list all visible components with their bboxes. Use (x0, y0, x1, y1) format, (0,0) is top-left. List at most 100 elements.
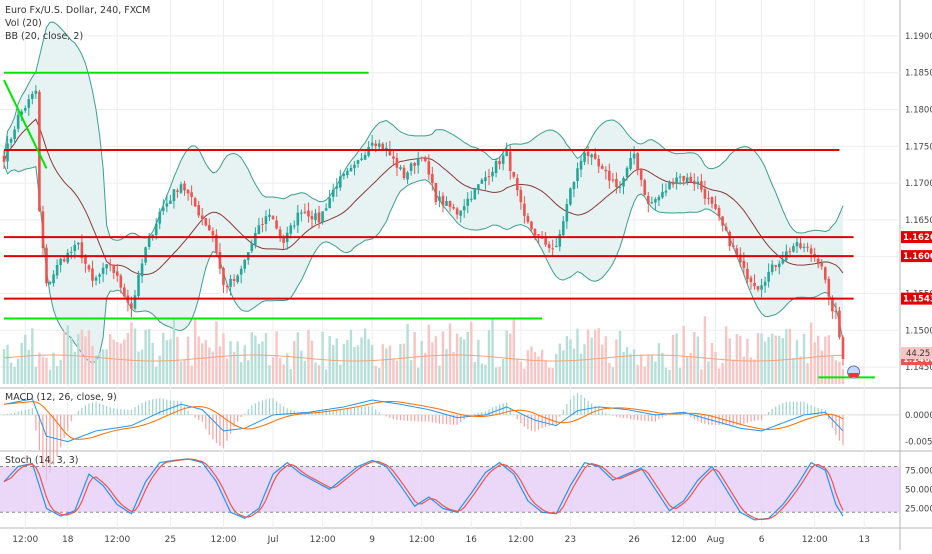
volume-bar (80, 329, 84, 384)
volume-bar (424, 352, 427, 384)
macd-histogram (785, 402, 787, 415)
macd-histogram (821, 409, 823, 415)
macd-histogram (534, 414, 536, 432)
macd-histogram (612, 414, 614, 416)
candle-body (335, 186, 339, 189)
macd-histogram (371, 406, 373, 415)
candle-body (714, 204, 717, 209)
candle-body (427, 161, 431, 175)
candle-body (48, 281, 52, 284)
macd-panel (0, 392, 900, 481)
candle-body (314, 213, 317, 221)
stoch-tick-label: 50.0000 (905, 485, 932, 495)
volume-bar (317, 365, 321, 384)
candle-body (760, 285, 763, 290)
candle-body (466, 198, 470, 206)
macd-histogram (743, 414, 745, 424)
time-tick-label: 12:00 (211, 535, 237, 545)
volume-bar (388, 345, 392, 384)
volume-bar (268, 365, 271, 384)
volume-bar (374, 365, 377, 384)
candle-body (208, 225, 211, 231)
volume-bar (101, 349, 105, 384)
candle-body (215, 234, 218, 254)
macd-histogram (552, 414, 554, 426)
candle-body (569, 188, 572, 205)
candle-body (583, 152, 586, 162)
volume-bar (824, 336, 827, 384)
time-tick-label: 25 (165, 535, 176, 545)
volume-bar (190, 365, 193, 384)
candle-body (105, 264, 108, 269)
candle-body (469, 198, 473, 200)
volume-bar (477, 339, 480, 384)
macd-histogram (523, 414, 525, 427)
horizontal-levels (3, 71, 875, 379)
candle-body (590, 154, 593, 158)
macd-histogram (608, 414, 610, 415)
candle-body (491, 171, 494, 177)
macd-histogram (375, 409, 377, 415)
volume-bar (788, 328, 792, 384)
candle-body (487, 176, 491, 178)
candle-body (101, 267, 105, 274)
macd-histogram (258, 401, 260, 415)
volume-bar (165, 340, 169, 384)
candle-body (494, 160, 498, 174)
trend-arrow (3, 79, 48, 169)
candles (2, 85, 845, 366)
candle-body (597, 158, 601, 167)
volume-bar (20, 342, 23, 384)
candle-body (172, 189, 176, 202)
macd-histogram (782, 403, 784, 415)
macd-histogram (548, 414, 550, 426)
macd-histogram (357, 407, 359, 415)
volume-bar (250, 332, 253, 384)
volume-bar (282, 364, 285, 384)
candle-body (108, 264, 112, 266)
volume-bar (576, 328, 579, 384)
macd-histogram (173, 400, 175, 415)
volume-bar (162, 332, 165, 384)
candle-body (303, 211, 307, 213)
volume-bar (41, 356, 45, 384)
volume-bar (473, 362, 477, 384)
candle-body (763, 281, 767, 286)
time-tick-label: 16 (466, 535, 478, 545)
candle-body (682, 175, 685, 181)
candle-body (781, 259, 785, 264)
candle-body (257, 225, 261, 235)
candle-body (165, 203, 169, 207)
candle-body (197, 205, 200, 216)
volume-bar (378, 368, 381, 384)
time-tick-label: Aug (707, 535, 725, 545)
candle-body (41, 211, 45, 249)
volume-bar (636, 364, 639, 384)
candle-body (788, 251, 792, 253)
macd-histogram (587, 400, 589, 415)
macd-histogram (346, 408, 348, 415)
bb-lower (3, 164, 844, 364)
stoch-tick-label: 75.0000 (905, 466, 932, 476)
macd-histogram (750, 414, 752, 422)
candle-body (388, 149, 392, 156)
volume-bar (186, 336, 190, 384)
volume-bar (431, 342, 434, 384)
volume-bar (155, 366, 158, 384)
candle-body (831, 297, 834, 312)
volume-bar (356, 345, 360, 384)
volume-bar (399, 343, 402, 384)
macd-histogram (127, 409, 129, 415)
volume-bar (264, 333, 268, 384)
candle-body (367, 147, 370, 156)
candle-body (296, 212, 300, 226)
candle-body (69, 251, 73, 253)
volume-bar (770, 333, 774, 384)
candle-body (516, 178, 519, 191)
macd-histogram (835, 414, 837, 435)
candle-body (222, 268, 225, 286)
volume-bar (491, 317, 494, 384)
macd-histogram (109, 407, 111, 415)
